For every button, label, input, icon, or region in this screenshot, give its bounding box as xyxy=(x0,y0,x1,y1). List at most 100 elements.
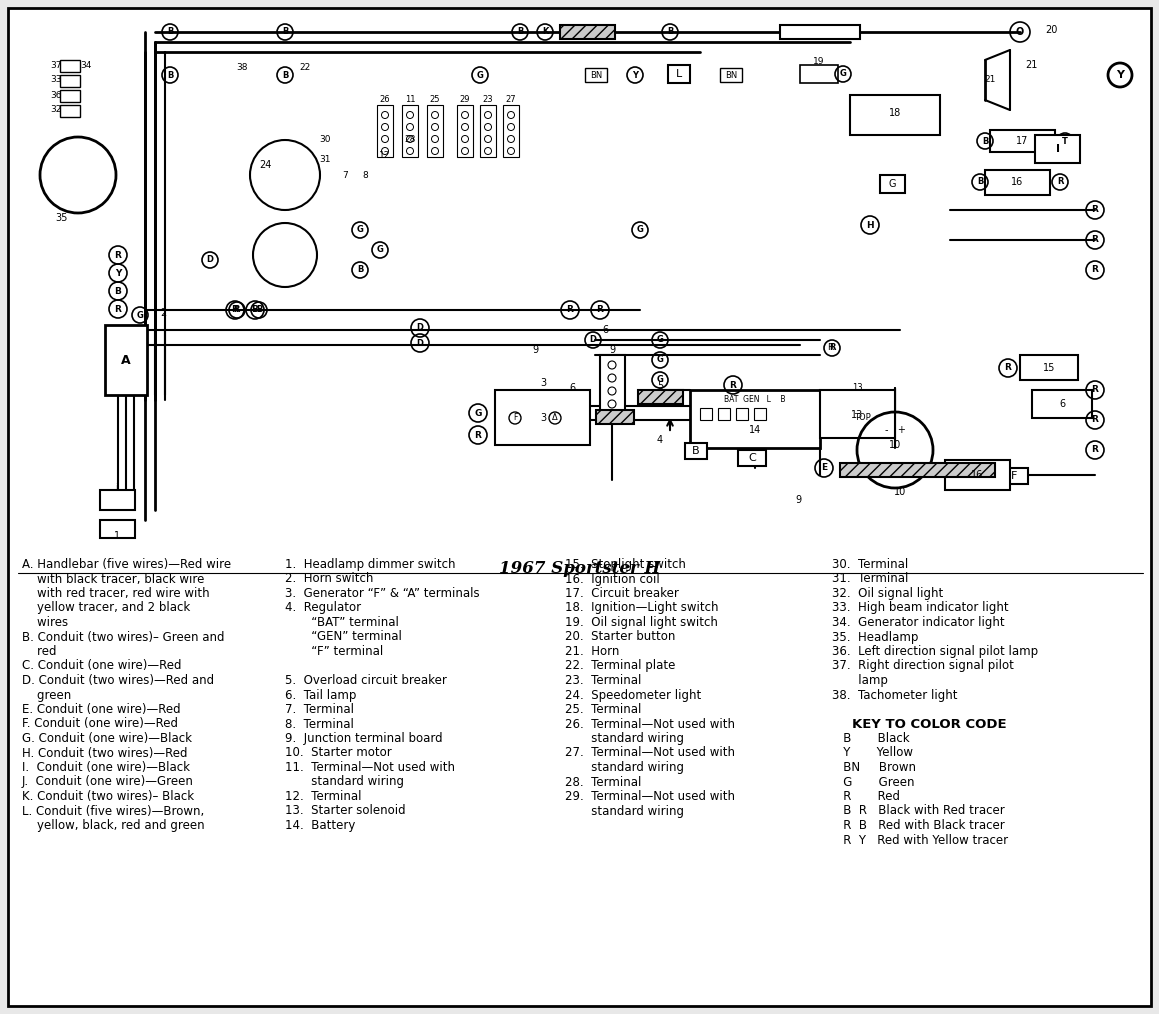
Text: standard wiring: standard wiring xyxy=(564,804,684,817)
Text: B       Black: B Black xyxy=(832,732,910,745)
Text: B: B xyxy=(252,305,258,314)
Text: K: K xyxy=(541,27,548,37)
Text: 31: 31 xyxy=(319,155,330,164)
Text: G: G xyxy=(474,409,482,418)
Bar xyxy=(1032,390,1092,418)
Text: Y: Y xyxy=(115,269,122,278)
Bar xyxy=(780,25,860,39)
Text: 36: 36 xyxy=(50,90,61,99)
Text: R: R xyxy=(1092,235,1099,244)
Text: 18.  Ignition—Light switch: 18. Ignition—Light switch xyxy=(564,601,719,614)
Text: C: C xyxy=(748,453,756,463)
Text: R: R xyxy=(115,250,122,260)
Text: BN: BN xyxy=(724,71,737,79)
Text: 11: 11 xyxy=(404,95,415,104)
Bar xyxy=(685,443,707,459)
Bar xyxy=(100,520,134,538)
Text: C. Conduit (one wire)—Red: C. Conduit (one wire)—Red xyxy=(22,659,182,672)
Text: 8.  Terminal: 8. Terminal xyxy=(285,718,353,730)
Text: 6: 6 xyxy=(602,325,608,335)
Text: 11.  Terminal—Not used with: 11. Terminal—Not used with xyxy=(285,760,455,774)
Text: 12: 12 xyxy=(379,150,391,159)
Text: 36.  Left direction signal pilot lamp: 36. Left direction signal pilot lamp xyxy=(832,645,1038,658)
Text: 21: 21 xyxy=(984,75,996,84)
Text: Δ: Δ xyxy=(552,414,557,423)
Text: L: L xyxy=(676,69,683,79)
Text: B: B xyxy=(517,27,523,37)
Text: R: R xyxy=(1092,385,1099,394)
Text: 28: 28 xyxy=(404,136,416,145)
Text: BAT  GEN   L    B: BAT GEN L B xyxy=(724,395,786,405)
Text: B: B xyxy=(666,27,673,37)
Text: 10: 10 xyxy=(889,440,902,450)
Bar xyxy=(60,105,80,117)
Text: 30: 30 xyxy=(319,136,330,145)
Text: I: I xyxy=(1056,144,1060,154)
Text: yellow tracer, and 2 black: yellow tracer, and 2 black xyxy=(22,601,190,614)
Text: 23: 23 xyxy=(482,95,494,104)
Text: B: B xyxy=(977,177,983,187)
Text: G: G xyxy=(636,225,643,234)
Text: R: R xyxy=(567,305,574,314)
Text: G: G xyxy=(656,375,663,384)
Bar xyxy=(1020,355,1078,380)
Text: B. Conduit (two wires)– Green and: B. Conduit (two wires)– Green and xyxy=(22,631,225,644)
Text: yellow, black, red and green: yellow, black, red and green xyxy=(22,819,205,832)
Text: I.  Conduit (one wire)—Black: I. Conduit (one wire)—Black xyxy=(22,760,190,774)
Text: A. Handlebar (five wires)—Red wire: A. Handlebar (five wires)—Red wire xyxy=(22,558,231,571)
Text: E. Conduit (one wire)—Red: E. Conduit (one wire)—Red xyxy=(22,703,181,716)
Text: “GEN” terminal: “GEN” terminal xyxy=(285,631,402,644)
Text: R: R xyxy=(729,380,736,389)
Bar xyxy=(1000,468,1028,484)
Text: 31.  Terminal: 31. Terminal xyxy=(832,573,909,585)
Bar xyxy=(850,95,940,135)
Text: D. Conduit (two wires)—Red and: D. Conduit (two wires)—Red and xyxy=(22,674,214,687)
Text: G       Green: G Green xyxy=(832,776,914,789)
Text: B: B xyxy=(167,27,173,37)
Bar xyxy=(600,355,625,420)
Text: 9: 9 xyxy=(608,345,615,355)
Text: 27: 27 xyxy=(505,95,516,104)
Text: 20.  Starter button: 20. Starter button xyxy=(564,631,676,644)
Text: 25.  Terminal: 25. Terminal xyxy=(564,703,641,716)
Text: T: T xyxy=(1062,137,1067,145)
Text: 21: 21 xyxy=(1025,60,1037,70)
Text: B: B xyxy=(282,27,289,37)
Text: G: G xyxy=(137,310,144,319)
Text: R  B   Red with Black tracer: R B Red with Black tracer xyxy=(832,819,1005,832)
Text: 32: 32 xyxy=(50,105,61,115)
Text: F: F xyxy=(512,414,517,423)
Text: R: R xyxy=(829,344,836,353)
Text: R: R xyxy=(1057,177,1063,187)
Text: 24.  Speedometer light: 24. Speedometer light xyxy=(564,689,701,702)
Text: 17: 17 xyxy=(1015,136,1028,146)
Bar xyxy=(427,105,443,157)
Text: L. Conduit (five wires)—Brown,: L. Conduit (five wires)—Brown, xyxy=(22,804,204,817)
Text: 10: 10 xyxy=(894,487,906,497)
Bar xyxy=(990,130,1055,152)
Text: 6: 6 xyxy=(569,383,575,393)
Bar xyxy=(985,170,1050,195)
Text: 13: 13 xyxy=(852,382,862,391)
Text: 29: 29 xyxy=(460,95,471,104)
Text: R: R xyxy=(232,305,239,314)
Text: B: B xyxy=(167,71,173,79)
Text: 19: 19 xyxy=(814,57,825,66)
Text: R: R xyxy=(1092,206,1099,215)
Text: 38: 38 xyxy=(236,64,248,72)
Text: G: G xyxy=(656,356,663,364)
Text: R: R xyxy=(826,343,833,352)
Text: 33.  High beam indicator light: 33. High beam indicator light xyxy=(832,601,1008,614)
Text: R       Red: R Red xyxy=(832,790,901,803)
Text: BN     Brown: BN Brown xyxy=(832,760,916,774)
Text: 3: 3 xyxy=(540,413,546,423)
Text: 15.  Stoplight switch: 15. Stoplight switch xyxy=(564,558,686,571)
Text: 38.  Tachometer light: 38. Tachometer light xyxy=(832,689,957,702)
Text: 16: 16 xyxy=(971,470,983,480)
Text: R: R xyxy=(1005,363,1012,372)
Text: D: D xyxy=(206,256,213,265)
Text: 14: 14 xyxy=(749,425,761,435)
Text: 34: 34 xyxy=(80,61,92,70)
Text: G: G xyxy=(656,336,663,345)
Bar xyxy=(880,175,905,193)
